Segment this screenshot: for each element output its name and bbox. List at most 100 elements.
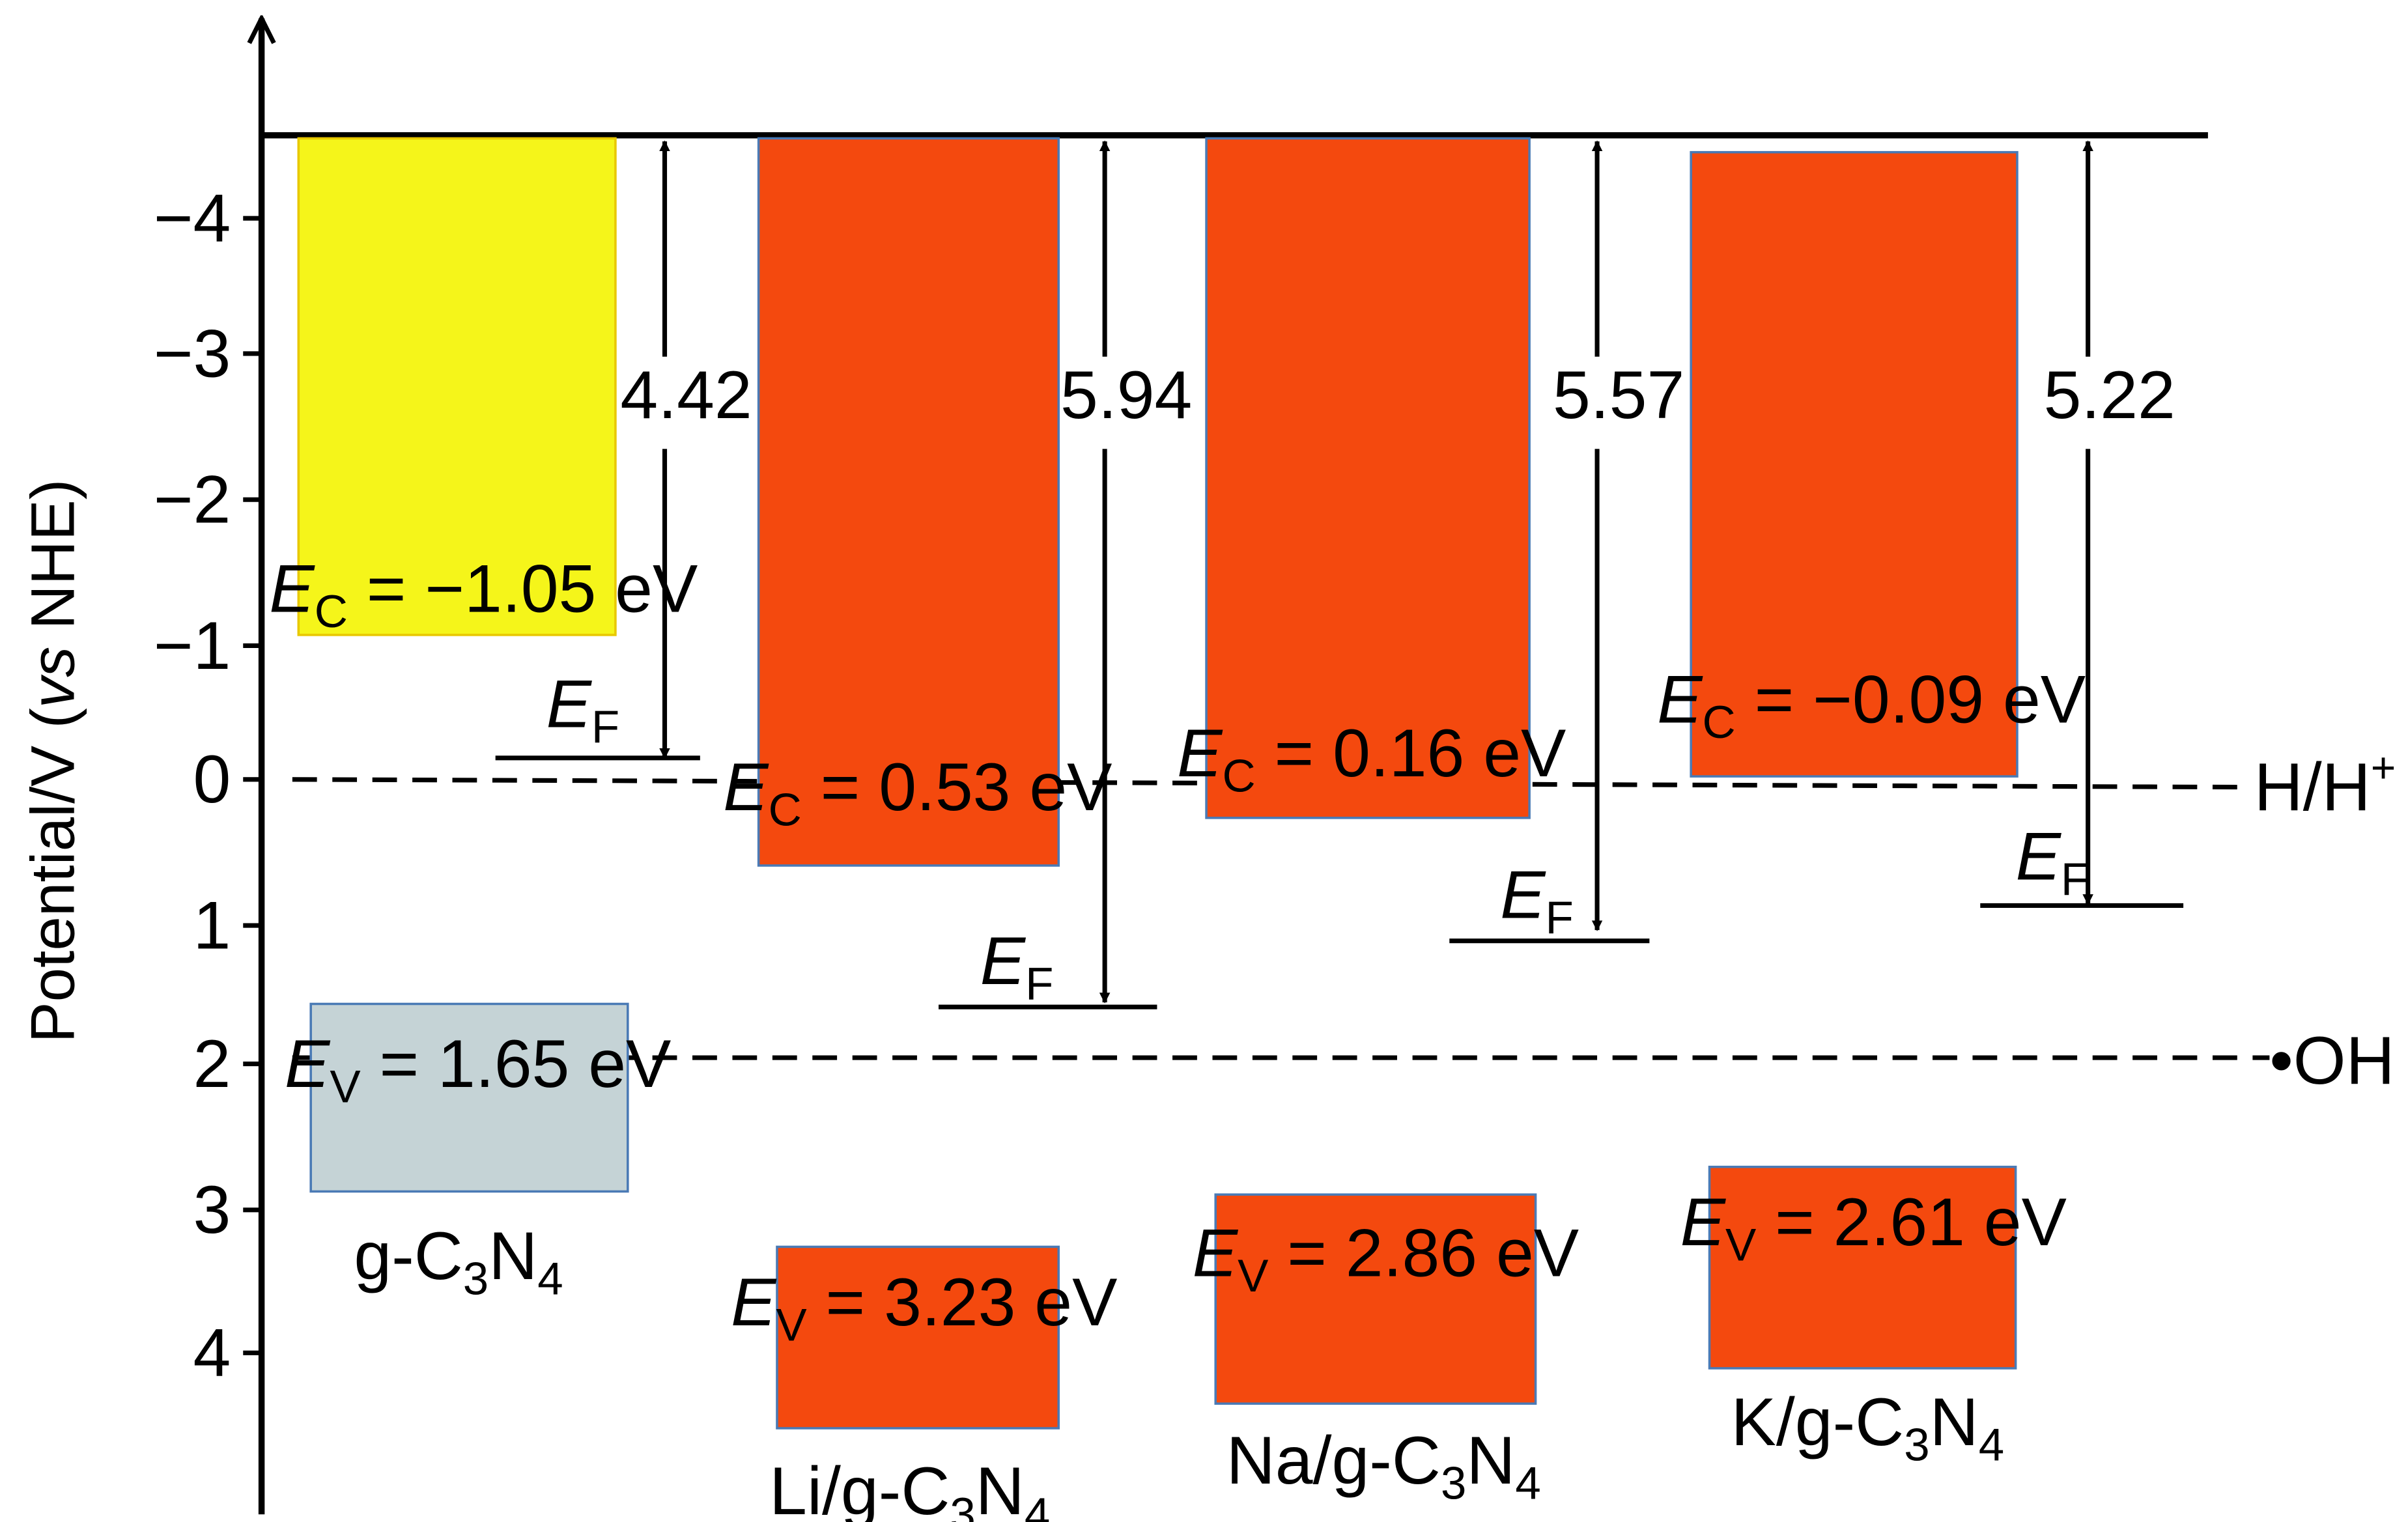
label-background <box>1587 356 1607 449</box>
label-part: C <box>1222 751 1255 802</box>
label-part: = −0.09 eV <box>1736 662 2086 738</box>
fermi-level-label: EF <box>546 667 620 754</box>
y-tick-label: −4 <box>154 181 231 257</box>
label-part: g-C <box>354 1219 462 1294</box>
label-part: = 0.16 eV <box>1256 716 1566 791</box>
label-part: V <box>776 1299 806 1351</box>
label-part: E <box>1500 857 1546 933</box>
label-part: E <box>723 750 769 825</box>
label-part: C <box>1703 697 1736 748</box>
label-part: E <box>546 667 593 742</box>
gap-label: 5.57 <box>1553 358 1684 433</box>
y-axis-label: Potential/V (vs NHE) <box>18 479 87 1043</box>
label-part: + <box>2371 744 2396 793</box>
material-name: Li/g-C3N4 <box>769 1454 1050 1522</box>
label-part: E <box>1177 716 1223 791</box>
material-name: Na/g-C3N4 <box>1226 1423 1541 1510</box>
label-part: E <box>1680 1185 1727 1260</box>
label-part: = 2.61 eV <box>1756 1185 2067 1260</box>
label-part: C <box>315 586 348 638</box>
conduction-band-label: EC = −0.09 eV <box>1657 662 2086 749</box>
conduction-band-label: EC = 0.53 eV <box>723 750 1112 836</box>
y-tick-label: 0 <box>193 742 231 817</box>
label-part: N <box>976 1454 1025 1522</box>
y-tick-label: −3 <box>154 316 231 391</box>
gap-label: 5.94 <box>1060 358 1192 433</box>
gap-label: 4.42 <box>620 358 752 433</box>
label-part: C <box>769 785 802 836</box>
label-part: 3 <box>1441 1458 1466 1510</box>
y-tick-label: 4 <box>193 1316 231 1391</box>
conduction-band <box>1690 150 2018 778</box>
label-part: F <box>1546 892 1574 944</box>
label-part: NHE) <box>18 479 87 647</box>
y-tick-label: −1 <box>154 608 231 684</box>
gap-label: 5.22 <box>2044 358 2175 433</box>
label-part: E <box>980 923 1027 999</box>
y-tick-label: 2 <box>193 1026 231 1102</box>
conduction-band <box>297 137 617 636</box>
label-part: V <box>1238 1250 1268 1302</box>
label-part: F <box>591 701 619 753</box>
label-part: Potential/V ( <box>18 708 87 1043</box>
label-part: N <box>489 1219 537 1294</box>
label-part: N <box>1930 1385 1979 1460</box>
fermi-level-label: EF <box>980 923 1054 1010</box>
valence-band-label: EV = 2.86 eV <box>1193 1215 1579 1302</box>
material-name: g-C3N4 <box>354 1219 563 1305</box>
valence-band-label: EV = 2.61 eV <box>1680 1185 2067 1271</box>
label-part: E <box>1193 1215 1239 1291</box>
label-part: = 0.53 eV <box>802 750 1112 825</box>
conduction-band <box>1205 137 1531 819</box>
label-part: N <box>1466 1423 1515 1499</box>
label-part: K/g-C <box>1731 1385 1905 1460</box>
label-background <box>1095 356 1114 449</box>
label-part: vs <box>18 647 87 708</box>
y-tick-label: 3 <box>193 1172 231 1248</box>
label-part: Na/g-C <box>1226 1423 1441 1499</box>
oh-reference-label: •OH <box>2269 1023 2394 1099</box>
fermi-level-label: EF <box>1500 857 1574 944</box>
conduction-band-label: EC = 0.16 eV <box>1177 716 1566 802</box>
label-part: 3 <box>463 1254 489 1305</box>
conduction-band-label: EC = −1.05 eV <box>269 552 698 638</box>
h-reference-label: H/H+ <box>2254 744 2396 825</box>
valence-band <box>1214 1193 1537 1405</box>
label-part: E <box>285 1026 331 1102</box>
label-part: 4 <box>1979 1420 2004 1471</box>
valence-band-label: EV = 3.23 eV <box>731 1265 1117 1351</box>
label-background <box>2078 356 2097 449</box>
label-part: 4 <box>537 1254 563 1305</box>
label-part: = 2.86 eV <box>1268 1215 1579 1291</box>
label-part: V <box>1725 1220 1756 1271</box>
label-part: = −1.05 eV <box>348 552 698 627</box>
label-part: F <box>1025 958 1053 1009</box>
y-tick-label: 1 <box>193 888 231 964</box>
label-part: 4 <box>1025 1489 1050 1522</box>
label-part: E <box>269 552 315 627</box>
label-part: = 1.65 eV <box>361 1026 672 1102</box>
label-part: 3 <box>1904 1420 1929 1471</box>
label-part: E <box>1657 662 1703 738</box>
label-background <box>655 356 674 449</box>
label-part: E <box>731 1265 777 1340</box>
y-tick-label: −2 <box>154 462 231 538</box>
valence-band <box>776 1245 1060 1430</box>
conduction-band <box>757 137 1060 867</box>
valence-band-label: EV = 1.65 eV <box>285 1026 671 1113</box>
material-name: K/g-C3N4 <box>1731 1385 2005 1471</box>
label-part: F <box>2061 854 2089 905</box>
label-part: 4 <box>1515 1458 1540 1510</box>
label-part: = 3.23 eV <box>807 1265 1118 1340</box>
label-part: •OH <box>2269 1023 2394 1099</box>
valence-band <box>309 1002 629 1193</box>
label-part: Li/g-C <box>769 1454 950 1522</box>
valence-band <box>1708 1165 2017 1370</box>
label-part: H/H <box>2254 750 2371 825</box>
label-part: 3 <box>950 1489 975 1522</box>
label-part: V <box>330 1062 360 1113</box>
fermi-level-label: EF <box>2016 819 2089 905</box>
label-part: E <box>2016 819 2062 894</box>
